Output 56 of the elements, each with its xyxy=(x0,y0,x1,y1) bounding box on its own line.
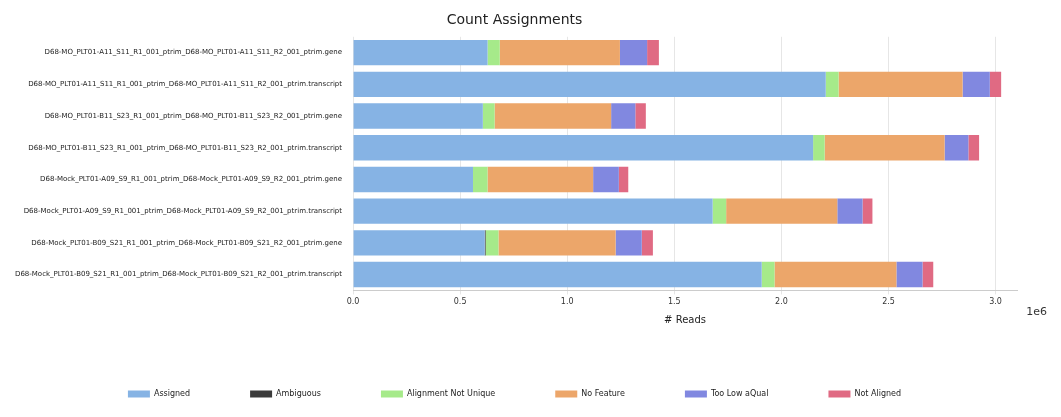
bar xyxy=(896,261,923,288)
chart-title: Count Assignments xyxy=(446,11,583,28)
bar xyxy=(487,39,500,66)
bar xyxy=(774,261,897,288)
x-tick-label: 1.0 xyxy=(560,297,574,307)
bar xyxy=(944,135,969,161)
bar xyxy=(619,39,648,66)
bar xyxy=(353,166,473,193)
bar xyxy=(472,166,488,193)
x-tick-label: 1.5 xyxy=(667,297,681,307)
bar xyxy=(353,71,826,98)
bar xyxy=(989,71,1002,98)
bar xyxy=(611,103,636,129)
bar xyxy=(712,198,727,224)
bar xyxy=(353,103,483,129)
bar xyxy=(494,103,612,129)
legend-label: Not Aligned xyxy=(854,389,902,399)
bar xyxy=(968,135,980,161)
bar xyxy=(962,71,990,98)
legend-label: Too Low aQual xyxy=(709,389,769,399)
bar xyxy=(487,166,594,193)
bar xyxy=(862,198,873,224)
bar xyxy=(825,71,839,98)
x-tick-label: 0.5 xyxy=(453,297,467,307)
x-tick-label: 3.0 xyxy=(989,297,1002,307)
bar xyxy=(838,71,963,98)
bar xyxy=(761,261,775,288)
x-tick-label: 2.0 xyxy=(775,297,788,307)
bar xyxy=(922,261,934,288)
bar xyxy=(837,198,863,224)
bar xyxy=(482,103,495,129)
legend-label: Assigned xyxy=(153,389,191,399)
bar xyxy=(353,198,713,224)
bar xyxy=(485,230,499,256)
legend-label: Alignment Not Unique xyxy=(406,389,496,399)
x-axis-title: # Reads xyxy=(664,313,706,325)
legend-label: No Feature xyxy=(581,389,625,399)
bar xyxy=(499,39,620,66)
bar xyxy=(593,166,619,193)
bar xyxy=(635,103,646,129)
bar xyxy=(353,39,488,66)
x-tick-label: 2.5 xyxy=(882,297,895,307)
bar xyxy=(353,135,814,161)
bar xyxy=(353,261,762,288)
bar xyxy=(618,166,629,193)
bar xyxy=(353,230,485,256)
bar xyxy=(647,39,659,66)
bar xyxy=(641,230,653,256)
bar xyxy=(498,230,616,256)
bar xyxy=(813,135,825,161)
legend-label: Ambiguous xyxy=(276,389,321,399)
bar xyxy=(726,198,838,224)
bar xyxy=(615,230,642,256)
text: 1e6 xyxy=(1026,304,1047,318)
x-tick-label: 0.0 xyxy=(346,297,360,307)
bar xyxy=(824,135,945,161)
